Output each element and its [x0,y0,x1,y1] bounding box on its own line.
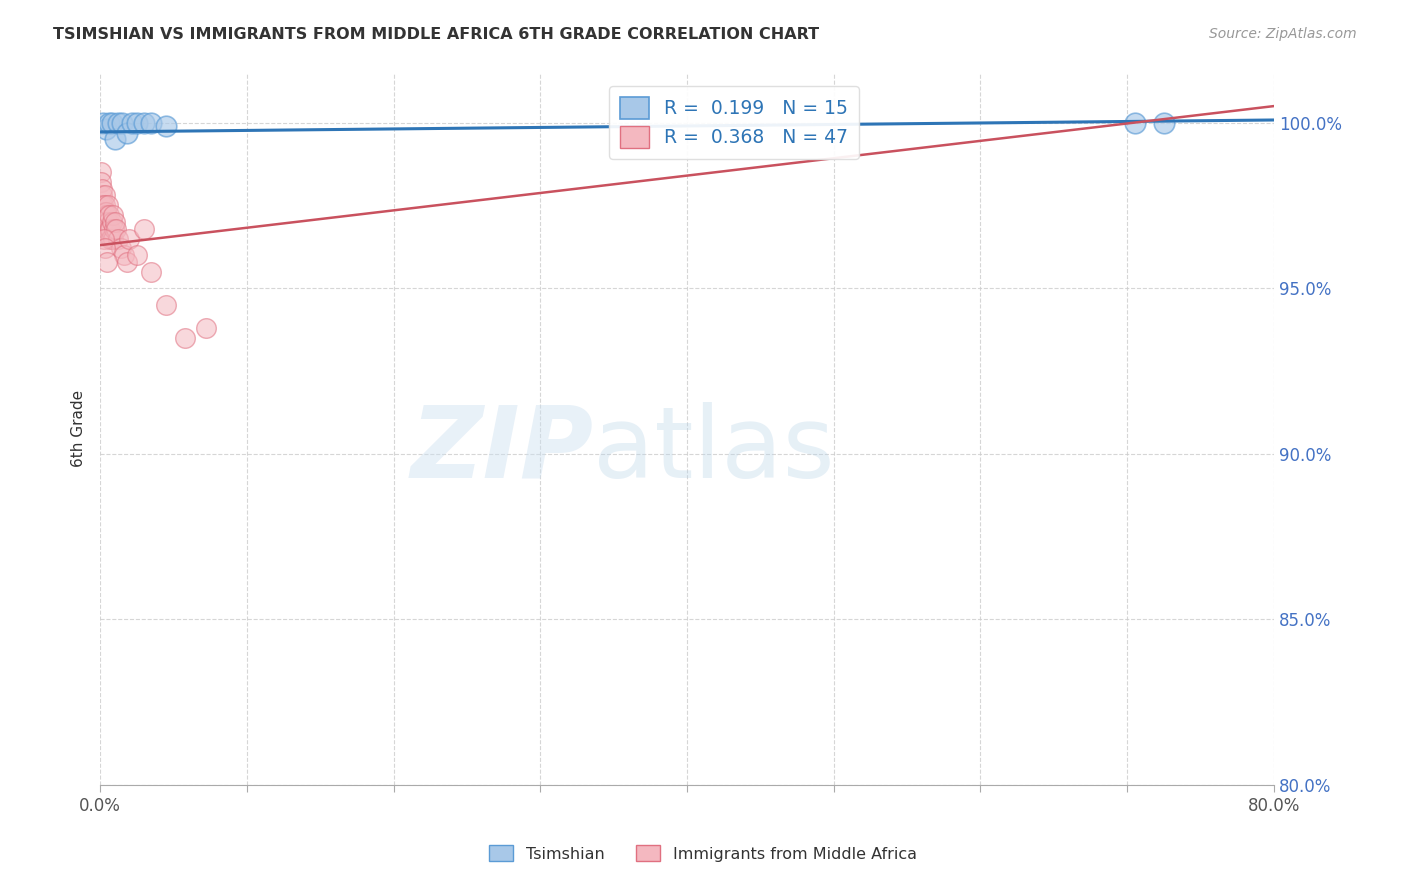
Point [93,188,115,202]
Point [101,231,124,245]
Point [93,205,115,219]
Point [93,231,115,245]
Point [97,215,120,229]
Point [104,132,127,146]
Point [97,198,120,212]
Point [125,115,148,129]
Point [93,208,115,222]
Text: ZIP: ZIP [411,401,593,499]
Point [97,221,120,235]
Point [91,205,114,219]
Point [98,231,121,245]
Point [141,115,163,129]
Point [94,242,117,256]
Point [96,254,118,268]
Point [115,254,138,268]
Y-axis label: 6th Grade: 6th Grade [72,391,86,467]
Point [110,242,132,256]
Point [96,215,118,229]
Point [174,331,197,345]
Point [97,208,120,222]
Point [91,215,114,229]
Point [125,248,148,262]
Point [96,221,118,235]
Point [101,215,124,229]
Point [1153,115,1175,129]
Point [91,115,114,129]
Point [96,208,118,222]
Point [105,221,128,235]
Point [134,221,156,235]
Point [94,221,117,235]
Point [90,165,112,179]
Point [96,205,118,219]
Point [90,175,112,189]
Legend: Tsimshian, Immigrants from Middle Africa: Tsimshian, Immigrants from Middle Africa [482,838,924,868]
Legend: R =  0.199   N = 15, R =  0.368   N = 47: R = 0.199 N = 15, R = 0.368 N = 47 [609,86,859,160]
Point [93,198,115,212]
Text: Source: ZipAtlas.com: Source: ZipAtlas.com [1209,27,1357,41]
Point [194,321,217,335]
Point [101,115,124,129]
Point [90,188,112,202]
Point [141,265,163,279]
Point [94,122,117,136]
Point [94,215,117,229]
Point [121,115,143,129]
Point [100,231,122,245]
Point [94,208,117,222]
Point [97,115,120,129]
Point [100,221,122,235]
Point [103,221,125,235]
Point [118,231,141,245]
Point [112,248,135,262]
Point [103,208,125,222]
Point [111,115,134,129]
Point [104,215,127,229]
Point [107,115,129,129]
Point [115,126,138,140]
Point [155,119,177,133]
Point [93,215,115,229]
Point [134,115,156,129]
Point [155,298,177,312]
Point [90,182,112,196]
Point [94,198,117,212]
Text: TSIMSHIAN VS IMMIGRANTS FROM MIDDLE AFRICA 6TH GRADE CORRELATION CHART: TSIMSHIAN VS IMMIGRANTS FROM MIDDLE AFRI… [53,27,820,42]
Point [1123,115,1146,129]
Point [107,231,129,245]
Text: atlas: atlas [593,401,835,499]
Point [91,198,114,212]
